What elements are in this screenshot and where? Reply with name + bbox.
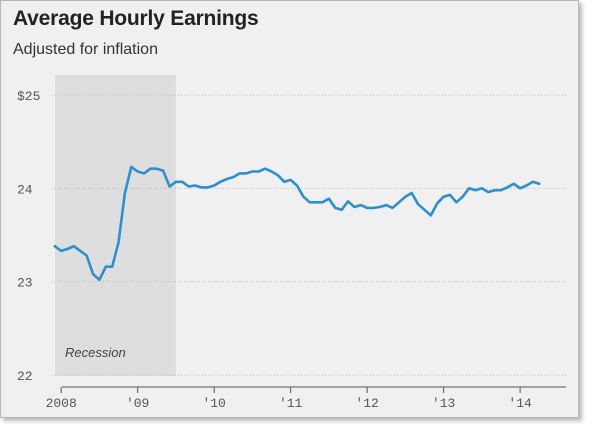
recession-band (55, 75, 176, 376)
earnings-line (53, 165, 541, 282)
x-tick-label: '11 (279, 396, 303, 411)
y-tick-label: 23 (17, 276, 33, 291)
y-tick-label: $25 (17, 89, 40, 104)
x-tick-label: '14 (508, 396, 532, 411)
x-tick-label: 2008 (46, 396, 77, 411)
chart-subtitle: Adjusted for inflation (13, 41, 158, 58)
y-tick-label: 24 (17, 182, 33, 197)
recession-label: Recession (65, 345, 126, 360)
x-tick-label: '10 (202, 396, 225, 411)
chart-title: Average Hourly Earnings (13, 7, 259, 30)
x-tick-label: '12 (355, 396, 378, 411)
y-tick-label: 22 (17, 369, 33, 384)
x-tick-label: '13 (432, 396, 455, 411)
x-tick-label: '09 (126, 396, 149, 411)
